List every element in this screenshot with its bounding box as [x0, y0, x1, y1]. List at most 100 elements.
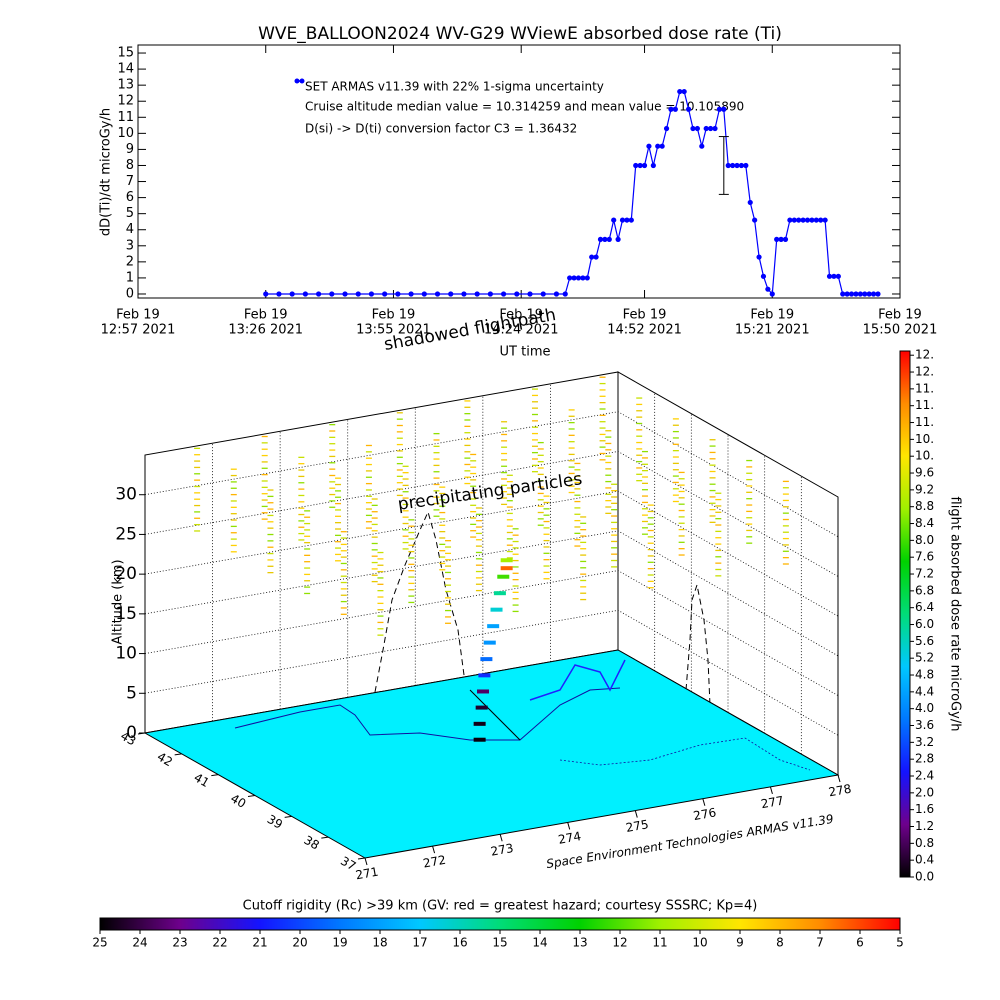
lon-tick [837, 774, 841, 783]
annotation: Cruise altitude median value = 10.314259… [305, 100, 744, 114]
lon-tick [499, 834, 503, 842]
data-point [782, 236, 789, 242]
colorbar-tick-label: 2.0 [915, 785, 934, 799]
annotation: D(si) -> D(ti) conversion factor C3 = 1.… [305, 122, 577, 136]
data-point [461, 291, 467, 297]
scene-3d: 0 5 10 15 20 25 30 271 272 273 274 275 276 277 278 37 38… [92, 348, 934, 950]
x-axis-label: UT time [500, 345, 551, 360]
data-point [276, 291, 282, 297]
rigidity-tick-label: 16 [452, 936, 467, 950]
rigidity-tick-label: 9 [736, 936, 744, 950]
x-tick-label: 13:26 2021 [228, 323, 303, 338]
data-point [589, 254, 595, 260]
y-tick-label: 6 [126, 190, 134, 205]
lon-tick-label: 278 [827, 782, 852, 800]
colorbar-tick-label: 0.4 [915, 853, 934, 867]
data-point [703, 125, 709, 132]
colorbar-tick-label: 7.2 [915, 567, 934, 581]
data-point [619, 217, 626, 223]
track-point [487, 624, 500, 629]
lon-tick [364, 857, 368, 866]
data-point [434, 291, 441, 297]
z-tick-label: 25 [115, 524, 137, 544]
data-point [315, 291, 322, 297]
colorbar-tick-label: 11. [915, 381, 934, 395]
colorbar-tick-label: 6.0 [915, 617, 934, 631]
lon-tick-label: 272 [422, 853, 447, 871]
ground-line [559, 737, 811, 771]
data-point [791, 217, 797, 223]
data-point [263, 291, 269, 297]
rigidity-tick-label: 13 [572, 936, 587, 950]
colorbar-tick-label: 6.8 [915, 583, 934, 597]
data-point [602, 236, 608, 242]
data-point [796, 217, 802, 223]
data-point [368, 291, 375, 297]
colorbar-tick-label: 4.4 [915, 684, 934, 698]
colorbar-tick-label: 1.2 [915, 819, 934, 833]
data-point [835, 273, 841, 279]
data-point [787, 217, 793, 223]
data-point [624, 217, 630, 223]
data-point [694, 125, 700, 132]
data-point [774, 236, 780, 242]
lat-tick [211, 774, 219, 777]
data-point [730, 162, 736, 169]
data-point [685, 106, 692, 112]
lon-tick-label: 274 [557, 829, 582, 847]
lat-tick-label: 42 [155, 750, 175, 770]
data-point [765, 286, 771, 292]
lat-tick [321, 836, 329, 839]
x-tick-label: 12:57 2021 [101, 323, 176, 338]
y-tick-label: 4 [126, 222, 134, 237]
rigidity-tick-label: 20 [292, 936, 307, 950]
data-point [611, 217, 617, 223]
track-point [493, 591, 506, 596]
colorbar [899, 350, 911, 878]
data-point [628, 217, 634, 223]
rigidity-tick-label: 24 [132, 936, 147, 950]
y-axis-label: dD(Ti)/dt microGy/h [99, 108, 114, 236]
rigidity-tick-label: 10 [692, 936, 707, 950]
legend-dot [294, 78, 300, 84]
data-point [655, 143, 661, 149]
data-point [721, 106, 727, 112]
error-bar [718, 136, 729, 195]
data-point [342, 291, 348, 297]
legend-dot [299, 78, 305, 84]
x-tick-label: 14:24 2021 [484, 323, 559, 338]
data-point [584, 275, 590, 281]
z-tick-label: 15 [115, 604, 137, 624]
rigidity-tick-label: 6 [856, 936, 864, 950]
data-point [690, 125, 696, 132]
chart-title: WVE_BALLOON2024 WV-G29 WViewE absorbed d… [258, 24, 782, 44]
data-point [650, 162, 656, 169]
data-point [848, 291, 855, 297]
lon-tick-label: 275 [625, 817, 650, 835]
data-point [615, 236, 621, 242]
lon-tick-label: 277 [760, 793, 785, 811]
data-point [769, 291, 775, 297]
lon-tick-label: 271 [354, 865, 379, 883]
y-tick-label: 14 [117, 62, 134, 77]
rigidity-tick-label: 25 [92, 936, 107, 950]
ground-line [234, 687, 621, 741]
data-point [738, 162, 745, 169]
x-tick-label: Feb 19 [372, 308, 416, 323]
data-point [866, 291, 872, 297]
lat-tick-label: 37 [338, 854, 358, 874]
x-tick-label: 14:52 2021 [607, 323, 682, 338]
data-point [725, 162, 731, 169]
legend-marker [294, 78, 305, 84]
rigidity-tick-label: 19 [332, 936, 347, 950]
data-point [395, 291, 401, 297]
y-tick-label: 10 [117, 126, 134, 141]
data-point [712, 125, 718, 132]
lat-tick [357, 857, 366, 860]
track-point [500, 558, 513, 563]
y-tick-label: 11 [117, 110, 134, 125]
colorbar-tick-label: 10. [915, 449, 934, 463]
y-tick-label: 3 [126, 238, 134, 253]
data-point [840, 291, 846, 297]
